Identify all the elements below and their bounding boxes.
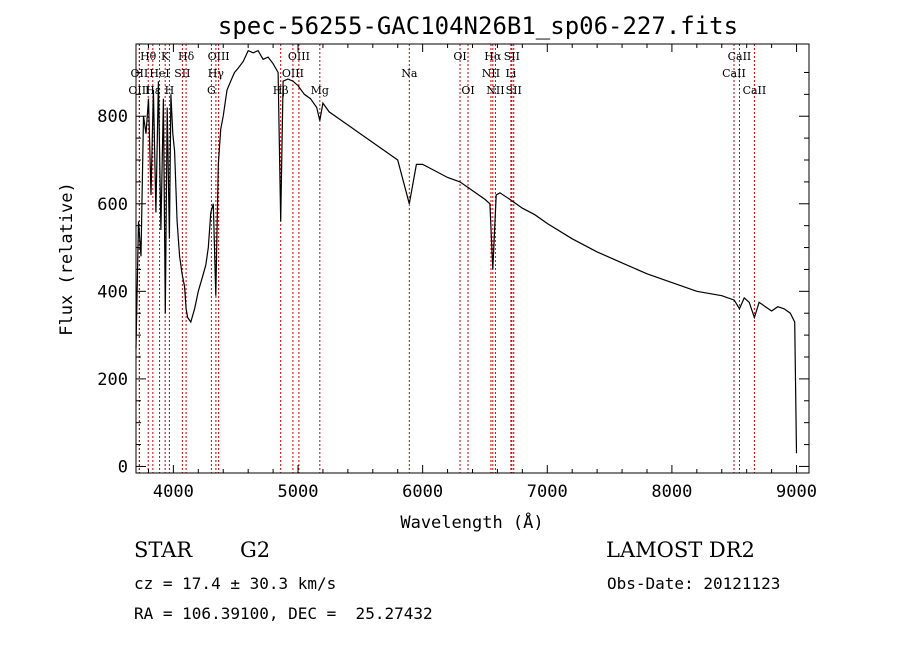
spectral-line-label: G	[207, 84, 216, 97]
spectral-line-label: Na	[401, 67, 418, 80]
spectral-line-label: OII	[131, 67, 149, 80]
y-tick-label: 200	[97, 370, 128, 390]
x-tick-label: 7000	[527, 482, 568, 502]
x-tick-label: 6000	[402, 482, 443, 502]
y-tick-label: 0	[118, 457, 128, 477]
spectral-line-label: Hγ	[208, 67, 225, 80]
spectral-line-label: NII	[482, 67, 500, 80]
spectral-line-label: SII	[506, 84, 522, 97]
x-tick-label: 8000	[651, 482, 692, 502]
spectrum-series	[135, 49, 798, 454]
spectral-line-label: H	[165, 84, 175, 97]
spectral-line-label: CaII	[743, 84, 767, 97]
plot-frame	[135, 43, 810, 474]
spectral-line-label: K	[161, 50, 170, 63]
spectral-line-label: OI	[461, 84, 474, 97]
survey-name: LAMOST DR2	[606, 538, 755, 562]
spectral-line-label: OIII	[208, 50, 230, 63]
spectral-line-label: Hβ	[273, 84, 289, 97]
x-tick-label: 9000	[776, 482, 817, 502]
y-tick-label: 400	[97, 282, 128, 302]
spectral-line-label: OI	[453, 50, 466, 63]
coordinates: RA = 106.39100, DEC = 25.27432	[134, 604, 433, 623]
spectral-line-label: SII	[174, 67, 190, 80]
x-tick-label: 5000	[278, 482, 319, 502]
spectral-line-label: CaII	[728, 50, 752, 63]
spectral-line-label: Li	[505, 67, 516, 80]
x-axis-label: Wavelength (Å)	[400, 511, 543, 533]
spectral-line-label: OIII	[282, 67, 304, 80]
spectral-line-label: SII	[504, 50, 520, 63]
chart-title: spec-56255-GAC104N26B1_sp06-227.fits	[218, 12, 738, 40]
spectral-line-label: Hα	[484, 50, 502, 63]
spectral-line-label: OIII	[288, 50, 310, 63]
y-axis-label: Flux (relative)	[57, 182, 77, 336]
spectral-line-label: Hδ	[178, 50, 195, 63]
y-tick-label: 800	[97, 107, 128, 127]
spectral-line-label: NII	[486, 84, 504, 97]
object-class: STAR	[134, 538, 193, 562]
x-axis: 4000 5000 6000 7000 8000 9000	[147, 44, 817, 502]
spectral-line-label: CaII	[722, 67, 746, 80]
spectral-line-label: Mg	[311, 84, 329, 97]
y-tick-label: 600	[97, 195, 128, 215]
subclass: G2	[240, 538, 271, 562]
spectral-line-label: OIII	[128, 84, 150, 97]
spectral-line-label: HeI	[149, 67, 169, 80]
x-tick-label: 4000	[153, 482, 194, 502]
spectral-line-label: Hθ	[140, 50, 157, 63]
obs-date: Obs-Date: 20121123	[607, 574, 781, 593]
y-axis: 0 200 400 600 800	[97, 71, 809, 477]
redshift-readout: cz = 17.4 ± 30.3 km/s	[134, 574, 337, 593]
spectral-line-markers	[138, 44, 755, 473]
